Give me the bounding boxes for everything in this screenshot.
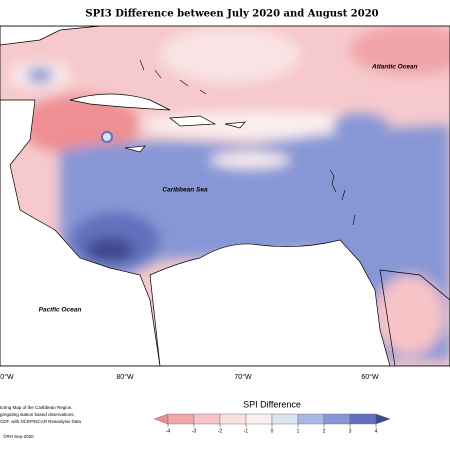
colorbar-tick-label: -4 [166,428,171,434]
colorbar-bin [349,413,377,425]
longitude-label: 90°W [0,373,14,381]
colorbar-tick-label: -1 [244,428,249,434]
colorbar-tick-label: 4 [375,428,378,434]
colorbar-bin [219,413,247,425]
colorbar-bin [323,413,351,425]
colorbar-extend [375,413,391,425]
colorbar-tick-label: 0 [271,428,274,434]
sea-label: Caribbean Sea [162,187,208,194]
footnote: toring Map of the Caribbean Region. greg… [0,405,82,439]
islands [139,59,356,226]
colorbar-title: SPI Difference [243,399,301,409]
colorbar-bin [245,413,273,425]
colorbar-extend [153,413,169,425]
colorbar-tick-label: -2 [218,428,223,434]
footnote-line: CDF, with NCEP/NCAR Reanalysis Data [0,419,82,424]
colorbar-tick-label: -3 [192,428,197,434]
storm-spot [101,131,113,143]
colorbar: -4 -3 -2 -1 0 1 2 3 4 [153,413,391,434]
footnote-line: toring Map of the Caribbean Region. [0,405,73,410]
credit: ©RH Sep-2020 [3,433,34,439]
colorbar-bin [297,413,325,425]
map-title: SPI3 Difference between July 2020 and Au… [85,9,378,20]
longitude-label: 80°W [116,373,134,381]
land [0,26,450,366]
spi-field [10,26,450,360]
ocean-label: Pacific Ocean [39,307,82,314]
longitude-label: 60°W [361,373,379,381]
colorbar-tick-label: 1 [297,428,300,434]
colorbar-bin [271,413,299,425]
colorbar-tick-label: 3 [349,428,352,434]
colorbar-tick-label: 2 [323,428,326,434]
longitude-label: 70°W [234,373,252,381]
map-area: Atlantic Ocean Caribbean Sea Pacific Oce… [0,26,450,366]
map-frame [0,25,450,367]
colorbar-bin [167,413,195,425]
longitude-labels: 90°W 80°W 70°W 60°W [0,373,379,381]
footnote-line: gregating station based observations, [0,412,75,417]
colorbar-bin [193,413,221,425]
ocean-label: Atlantic Ocean [371,64,418,71]
